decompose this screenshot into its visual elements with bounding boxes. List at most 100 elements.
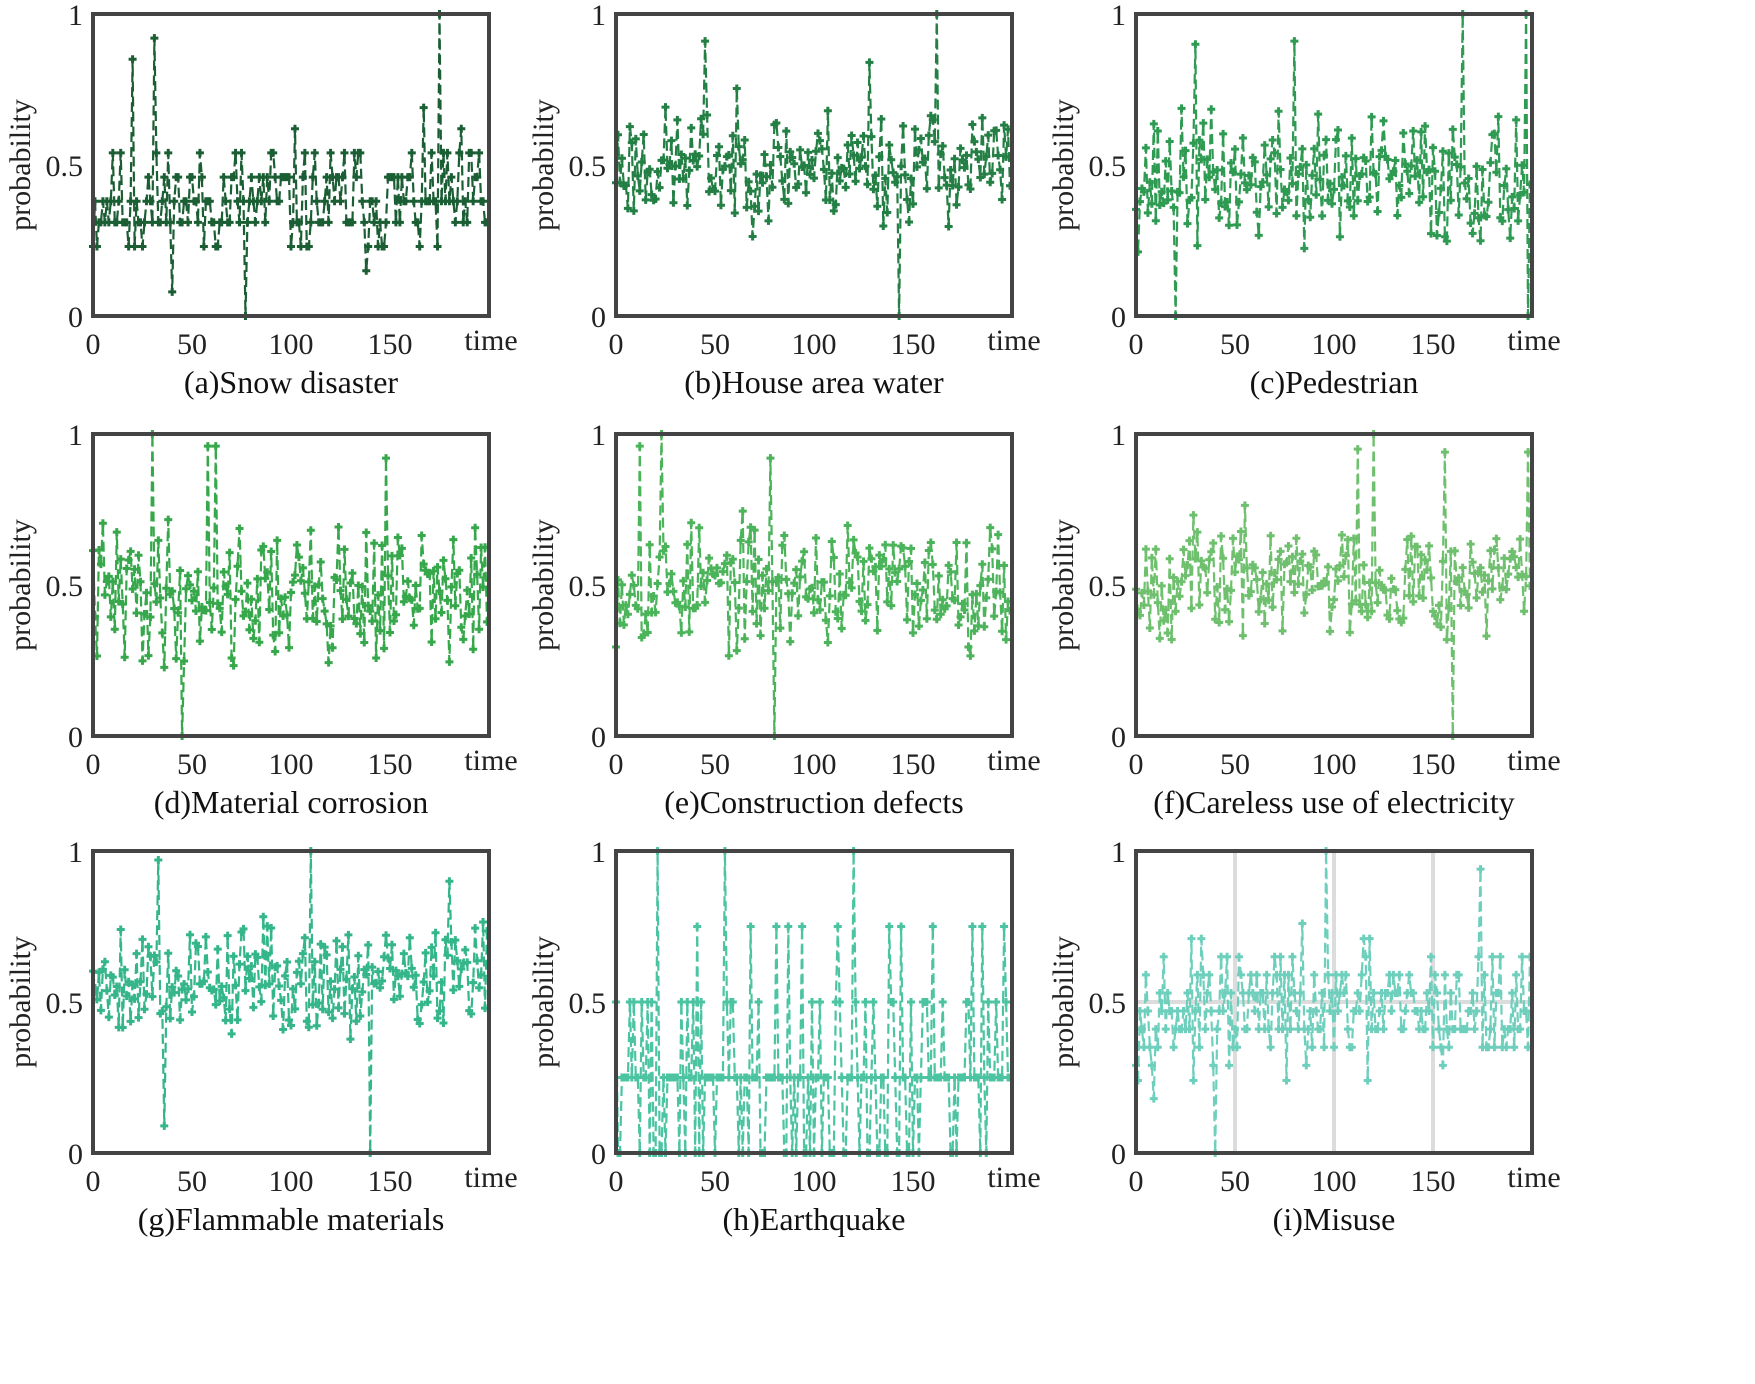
data-point — [330, 985, 339, 994]
y-tick-label: 0.5 — [1089, 570, 1127, 603]
data-point — [1147, 199, 1156, 208]
data-point — [984, 998, 993, 1006]
data-point — [1232, 1043, 1241, 1052]
data-point — [1328, 199, 1337, 208]
data-point — [447, 582, 456, 591]
x-tick-label: 150 — [368, 328, 413, 361]
data-point — [283, 958, 292, 967]
data-point — [395, 551, 404, 560]
data-point — [1199, 119, 1208, 128]
data-point — [338, 173, 347, 182]
data-point — [800, 547, 809, 556]
data-point — [790, 159, 799, 168]
series-line — [1134, 433, 1532, 737]
data-point — [1442, 237, 1451, 246]
data-point — [776, 624, 785, 633]
data-point — [1185, 536, 1194, 545]
data-point — [1337, 530, 1346, 539]
data-point — [1260, 619, 1269, 628]
data-point — [859, 132, 868, 141]
data-point — [176, 1015, 185, 1024]
data-point — [473, 173, 482, 182]
data-point — [695, 523, 704, 532]
data-point — [984, 131, 993, 140]
x-tick-label: 50 — [177, 328, 207, 361]
data-point — [1002, 152, 1011, 161]
data-point — [815, 998, 824, 1006]
panel-caption: (c)Pedestrian — [1250, 364, 1419, 400]
data-point — [903, 615, 912, 624]
data-point — [1225, 617, 1234, 626]
data-point — [1147, 553, 1156, 562]
data-point — [374, 591, 383, 600]
data-point — [956, 612, 965, 621]
data-point — [1215, 213, 1224, 222]
data-point — [257, 197, 266, 206]
data-point — [1484, 576, 1493, 585]
data-point — [237, 148, 246, 157]
data-point — [1302, 590, 1311, 599]
data-point — [936, 150, 945, 159]
data-point — [752, 1073, 761, 1082]
data-point — [924, 546, 933, 555]
data-point — [1250, 1007, 1259, 1016]
data-point — [116, 148, 125, 157]
data-point — [916, 596, 925, 605]
data-point — [152, 148, 161, 157]
data-point — [269, 148, 278, 157]
data-point — [1419, 594, 1428, 603]
data-point — [952, 538, 961, 547]
data-point — [1203, 988, 1212, 997]
data-point — [409, 621, 418, 630]
data-point — [994, 151, 1003, 160]
data-point — [255, 982, 264, 991]
data-point — [968, 922, 977, 931]
y-axis-label: probability — [4, 519, 37, 651]
x-axis-label: time — [464, 744, 517, 777]
data-point — [263, 568, 272, 577]
data-point — [689, 998, 698, 1006]
data-point — [869, 998, 878, 1006]
data-point — [883, 208, 892, 217]
data-point — [1197, 934, 1206, 943]
data-point — [1522, 572, 1531, 581]
data-point — [1145, 1043, 1154, 1052]
data-point — [1432, 231, 1441, 240]
data-point — [1207, 547, 1216, 556]
axes-frame — [91, 432, 491, 738]
data-point — [867, 554, 876, 563]
data-point — [659, 546, 668, 555]
data-point — [1201, 195, 1210, 204]
data-point — [982, 593, 991, 602]
data-point — [213, 242, 222, 251]
data-point — [1464, 603, 1473, 612]
y-tick-label: 0 — [68, 721, 83, 754]
data-point — [716, 578, 725, 587]
data-point — [1522, 1007, 1531, 1016]
data-point — [649, 592, 658, 601]
x-tick-label: 100 — [792, 1165, 837, 1198]
data-point — [728, 998, 737, 1006]
data-point — [665, 579, 674, 588]
data-point — [901, 562, 910, 571]
data-point — [1153, 598, 1162, 607]
data-point — [1421, 1025, 1430, 1034]
x-tick-label: 50 — [700, 748, 730, 781]
data-point — [338, 942, 347, 951]
data-point — [312, 197, 321, 206]
data-point — [211, 442, 220, 451]
data-point — [707, 174, 716, 183]
data-point — [1328, 988, 1337, 997]
data-point — [405, 173, 414, 182]
data-point — [1468, 229, 1477, 238]
data-point — [732, 84, 741, 93]
data-point — [720, 162, 729, 171]
data-point — [885, 564, 894, 573]
data-point — [910, 125, 919, 134]
data-point — [1221, 202, 1230, 211]
data-point — [1266, 154, 1275, 163]
data-point — [1373, 598, 1382, 607]
axes-frame — [614, 12, 1014, 318]
data-point — [174, 971, 183, 980]
data-point — [641, 1073, 650, 1082]
